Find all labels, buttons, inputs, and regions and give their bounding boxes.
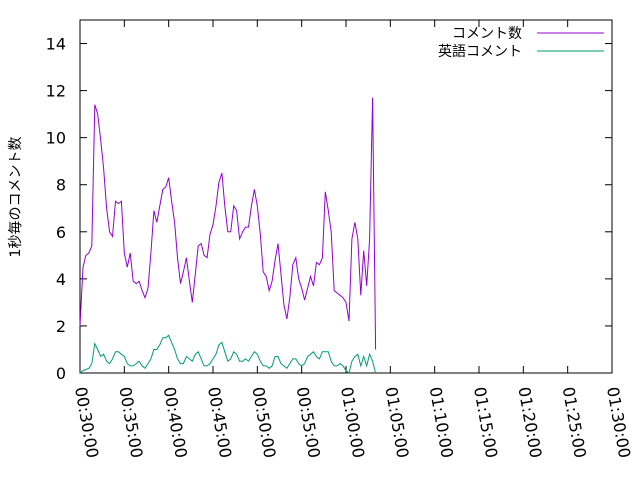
x-tick-label: 00:40:00 [160,385,191,459]
x-tick-label: 01:15:00 [470,385,501,459]
series-line-1 [79,334,377,374]
x-tick-label: 00:45:00 [204,385,235,459]
plot-frame-group [79,19,613,374]
x-tick-label: 01:25:00 [559,385,590,459]
y-tick-label: 14 [46,35,66,54]
plot-frame [79,19,613,374]
x-axis-ticks: 00:30:00 00:35:00 00:40:00 00:45:00 00:50:00… [71,20,634,459]
x-tick-label: 01:30:00 [603,385,634,459]
legend-label-0: コメント数 [452,26,522,42]
x-tick-label: 00:55:00 [293,385,324,459]
y-axis-ticks: 0 2 4 6 8 10 12 14 [46,35,612,383]
series-line-0 [79,97,377,350]
y-axis-label: 1秒毎のコメント数 [8,137,24,258]
series-lines [79,97,377,374]
y-tick-label: 8 [56,176,66,195]
x-tick-label: 01:10:00 [426,385,457,459]
x-tick-label: 01:05:00 [381,385,412,459]
legend-label-1: 英語コメント [438,43,522,60]
x-tick-label: 00:50:00 [248,385,279,459]
x-tick-label: 00:35:00 [115,385,146,459]
y-tick-label: 2 [56,317,66,336]
y-tick-label: 4 [56,270,66,289]
x-tick-label: 00:30:00 [71,385,102,459]
y-tick-label: 10 [46,129,66,148]
y-tick-label: 6 [56,223,66,242]
y-tick-label: 12 [46,82,66,101]
x-tick-label: 01:20:00 [514,385,545,459]
y-tick-label: 0 [56,364,66,383]
x-tick-label: 01:00:00 [337,385,368,459]
